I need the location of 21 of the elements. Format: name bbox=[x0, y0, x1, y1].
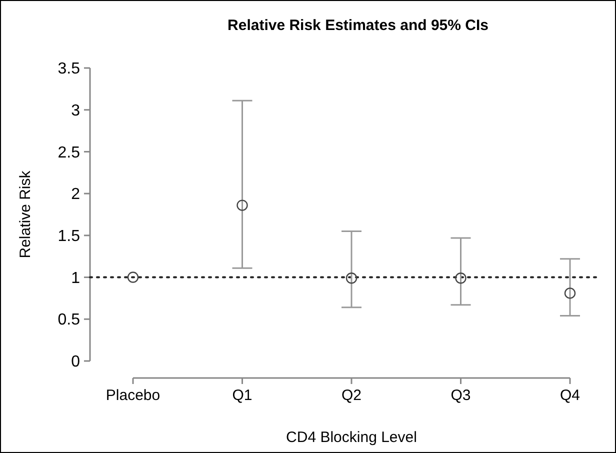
x-tick-label: Placebo bbox=[106, 387, 160, 404]
point bbox=[127, 272, 139, 283]
y-tick-label: 1 bbox=[71, 270, 80, 287]
y-tick-label: 2 bbox=[71, 186, 80, 204]
point bbox=[346, 272, 358, 284]
y-tick-label: 3.5 bbox=[58, 60, 80, 78]
point bbox=[455, 272, 466, 284]
point bbox=[564, 288, 576, 299]
x-tick-label: Q2 bbox=[341, 387, 362, 404]
y-tick-label: 3 bbox=[71, 102, 80, 120]
chart-title: Relative Risk Estimates and 95% CIs bbox=[228, 17, 488, 34]
y-tick-label: 0 bbox=[71, 354, 80, 371]
y-tick-label: 1.5 bbox=[58, 228, 80, 246]
y-axis-title: Relative Risk bbox=[17, 170, 34, 258]
x-tick-label: Q3 bbox=[450, 387, 471, 404]
x-tick-label: Q1 bbox=[232, 387, 252, 404]
x-axis-title: CD4 Blocking Level bbox=[286, 429, 417, 446]
y-tick-label: 2.5 bbox=[58, 144, 80, 162]
x-tick-label: Q4 bbox=[560, 387, 580, 404]
y-tick-label: 0.5 bbox=[58, 312, 80, 329]
point bbox=[236, 200, 248, 211]
